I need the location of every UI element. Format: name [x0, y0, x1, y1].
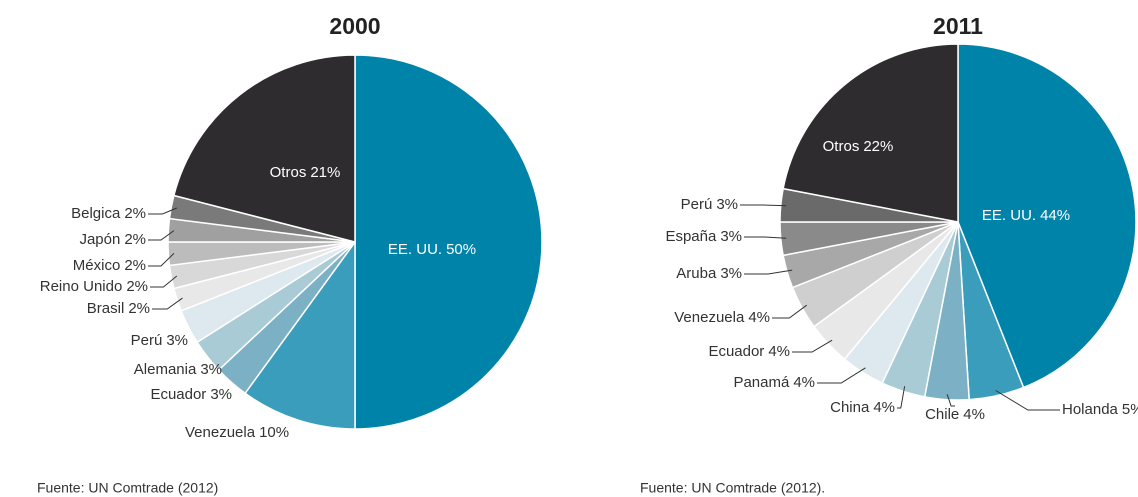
- value-label: 50%: [446, 241, 476, 258]
- leader-line: [148, 207, 178, 215]
- category-label: Venezuela: [674, 309, 745, 326]
- slice-label: Reino Unido 2%: [40, 278, 148, 295]
- slice-label: España 3%: [665, 228, 742, 245]
- leader-line: [897, 386, 906, 409]
- leader-line: [744, 269, 793, 275]
- slice-label: China 4%: [830, 399, 895, 416]
- slice-label: Brasil 2%: [87, 300, 150, 317]
- category-label: Japón: [79, 231, 120, 248]
- value-label: 2%: [124, 205, 146, 222]
- slice-label: Panamá 4%: [733, 374, 815, 391]
- category-label: Panamá: [733, 374, 790, 391]
- slice-label: Venezuela 4%: [674, 309, 770, 326]
- leader-line: [772, 304, 807, 319]
- value-label: 3%: [166, 332, 188, 349]
- value-label: 3%: [716, 196, 738, 213]
- slice-label: Perú 3%: [681, 196, 738, 213]
- value-label: 4%: [748, 309, 770, 326]
- slice-label: EE. UU. 50%: [388, 241, 476, 258]
- slice-label: EE. UU. 44%: [982, 207, 1070, 224]
- slice-label: Perú 3%: [131, 332, 188, 349]
- leader-line: [150, 275, 178, 288]
- leader-line: [152, 297, 183, 310]
- slice-label: Japón 2%: [79, 231, 146, 248]
- value-label: 3%: [720, 265, 742, 282]
- category-label: EE. UU.: [982, 207, 1036, 224]
- value-label: 5%: [1122, 401, 1138, 418]
- category-label: Perú: [681, 196, 713, 213]
- slice-label: Chile 4%: [925, 406, 985, 423]
- chart-title: 2000: [329, 13, 380, 39]
- value-label: 4%: [873, 399, 895, 416]
- value-label: 22%: [863, 138, 893, 155]
- pie-slice: [172, 54, 356, 243]
- category-label: Ecuador: [150, 386, 206, 403]
- value-label: 3%: [720, 228, 742, 245]
- slice-label: Ecuador 4%: [708, 343, 790, 360]
- category-label: España: [665, 228, 717, 245]
- slice-label: México 2%: [73, 257, 146, 274]
- leader-line: [995, 390, 1060, 411]
- value-label: 2%: [126, 278, 148, 295]
- leader-line: [148, 230, 175, 241]
- value-label: 21%: [310, 164, 340, 181]
- category-label: Reino Unido: [40, 278, 123, 295]
- category-label: Ecuador: [708, 343, 764, 360]
- leader-line: [740, 204, 787, 207]
- value-label: 10%: [259, 424, 289, 441]
- pie-slice: [782, 43, 959, 223]
- value-label: 2%: [124, 257, 146, 274]
- value-label: 4%: [768, 343, 790, 360]
- slice-label: Ecuador 3%: [150, 386, 232, 403]
- value-label: 44%: [1040, 207, 1070, 224]
- value-label: 2%: [128, 300, 150, 317]
- source: Fuente: UN Comtrade (2012).: [640, 480, 825, 496]
- slice-label: Alemania 3%: [134, 361, 222, 378]
- leader-line: [817, 367, 866, 384]
- category-label: Alemania: [134, 361, 197, 378]
- category-label: Aruba: [676, 265, 717, 282]
- pie-slice: [354, 54, 543, 430]
- category-label: Holanda: [1062, 401, 1119, 418]
- slice-label: Otros 21%: [270, 164, 341, 181]
- slice-label: Belgica 2%: [71, 205, 146, 222]
- pie-slice: [244, 239, 356, 430]
- slice-label: Venezuela 10%: [185, 424, 289, 441]
- category-label: Venezuela: [185, 424, 256, 441]
- category-label: Chile: [925, 406, 959, 423]
- slice-label: Otros 22%: [823, 138, 894, 155]
- source: Fuente: UN Comtrade (2012): [37, 480, 218, 496]
- category-label: EE. UU.: [388, 241, 442, 258]
- leader-line: [148, 253, 175, 267]
- leader-line: [744, 236, 787, 239]
- leader-line: [792, 339, 833, 353]
- chart-title: 2011: [933, 13, 983, 39]
- category-label: México: [73, 257, 121, 274]
- leader-line: [946, 394, 955, 407]
- value-label: 3%: [210, 386, 232, 403]
- value-label: 4%: [793, 374, 815, 391]
- value-label: 3%: [200, 361, 222, 378]
- category-label: Perú: [131, 332, 163, 349]
- category-label: Otros: [270, 164, 307, 181]
- value-label: 2%: [124, 231, 146, 248]
- category-label: Belgica: [71, 205, 121, 222]
- category-label: Brasil: [87, 300, 125, 317]
- category-label: Otros: [823, 138, 860, 155]
- pie-slice: [957, 43, 1137, 389]
- slice-label: Aruba 3%: [676, 265, 742, 282]
- value-label: 4%: [963, 406, 985, 423]
- category-label: China: [830, 399, 870, 416]
